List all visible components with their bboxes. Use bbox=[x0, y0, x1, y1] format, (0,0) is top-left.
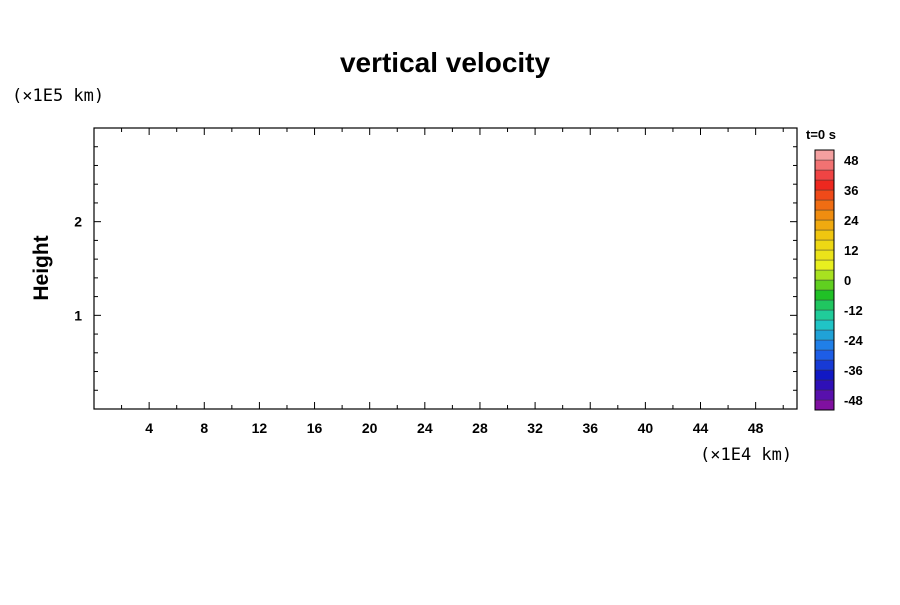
x-tick-label: 4 bbox=[145, 420, 153, 436]
x-tick-label: 20 bbox=[362, 420, 378, 436]
colorbar-band bbox=[814, 179, 835, 191]
colorbar-band bbox=[814, 269, 835, 281]
colorbar-band bbox=[814, 349, 835, 361]
x-tick-label: 28 bbox=[472, 420, 488, 436]
colorbar-band bbox=[814, 239, 835, 251]
colorbar-band bbox=[814, 329, 835, 341]
colorbar-tick-label: 48 bbox=[844, 153, 858, 168]
colorbar-band bbox=[814, 319, 835, 331]
colorbar-tick-label: -48 bbox=[844, 393, 863, 408]
y-axis-label: Height bbox=[30, 235, 53, 300]
colorbar-title: t=0 s bbox=[806, 127, 836, 142]
plot-frame bbox=[93, 127, 798, 410]
colorbar-tick-label: 0 bbox=[844, 273, 851, 288]
x-tick-label: 44 bbox=[693, 420, 709, 436]
colorbar-tick-label: -24 bbox=[844, 333, 864, 348]
colorbar-band bbox=[814, 309, 835, 321]
y-tick-label: 2 bbox=[74, 214, 82, 230]
colorbar-band bbox=[814, 339, 835, 351]
colorbar-band bbox=[814, 289, 835, 301]
x-tick-label: 8 bbox=[200, 420, 208, 436]
colorbar-band bbox=[814, 369, 835, 381]
colorbar-band bbox=[814, 149, 835, 161]
colorbar-band bbox=[814, 169, 835, 181]
x-tick-label: 12 bbox=[252, 420, 268, 436]
colorbar-tick-label: 36 bbox=[844, 183, 858, 198]
x-axis-unit: (×1E4 km) bbox=[700, 445, 792, 465]
colorbar-band bbox=[814, 249, 835, 261]
colorbar: 48 36 24 12 0 -12 -24 -36 -48 bbox=[814, 149, 864, 411]
colorbar-tick-label: 24 bbox=[844, 213, 859, 228]
colorbar-band bbox=[814, 379, 835, 391]
colorbar-band bbox=[814, 279, 835, 291]
colorbar-band bbox=[814, 299, 835, 311]
chart-title: vertical velocity bbox=[340, 47, 551, 78]
colorbar-band bbox=[814, 159, 835, 171]
colorbar-tick-label: -12 bbox=[844, 303, 863, 318]
colorbar-band bbox=[814, 229, 835, 241]
x-tick-label: 36 bbox=[582, 420, 598, 436]
colorbar-band bbox=[814, 189, 835, 201]
colorbar-band bbox=[814, 199, 835, 211]
colorbar-frame bbox=[814, 149, 835, 411]
colorbar-tick-label: -36 bbox=[844, 363, 863, 378]
colorbar-tick-label: 12 bbox=[844, 243, 858, 258]
colorbar-band bbox=[814, 389, 835, 401]
colorbar-band bbox=[814, 399, 835, 411]
x-tick-label: 48 bbox=[748, 420, 764, 436]
colorbar-band bbox=[814, 209, 835, 221]
y-axis-unit: (×1E5 km) bbox=[12, 86, 104, 106]
x-tick-label: 40 bbox=[638, 420, 654, 436]
x-tick-label: 32 bbox=[527, 420, 543, 436]
x-tick-label: 16 bbox=[307, 420, 323, 436]
colorbar-band bbox=[814, 219, 835, 231]
colorbar-band bbox=[814, 359, 835, 371]
x-tick-label: 24 bbox=[417, 420, 433, 436]
y-tick-label: 1 bbox=[74, 307, 82, 323]
colorbar-band bbox=[814, 259, 835, 271]
